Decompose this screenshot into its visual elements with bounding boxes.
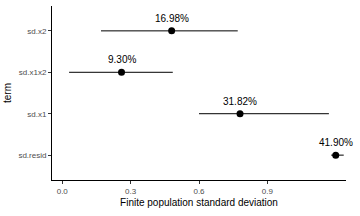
svg-text:0.9: 0.9 [262,187,274,196]
svg-text:term: term [2,83,13,103]
svg-text:0.0: 0.0 [57,187,69,196]
svg-text:sd.x1: sd.x1 [27,110,47,119]
svg-text:9.30%: 9.30% [108,54,136,65]
svg-text:0.3: 0.3 [125,187,137,196]
svg-text:31.82%: 31.82% [223,96,257,107]
svg-text:sd.resid: sd.resid [18,151,46,160]
svg-text:sd.x2: sd.x2 [27,27,47,36]
svg-text:Finite population standard dev: Finite population standard deviation [120,197,278,208]
svg-text:0.6: 0.6 [193,187,205,196]
svg-text:sd.x1x2: sd.x1x2 [19,68,47,77]
svg-text:41.90%: 41.90% [319,137,353,148]
svg-text:16.98%: 16.98% [155,13,189,24]
